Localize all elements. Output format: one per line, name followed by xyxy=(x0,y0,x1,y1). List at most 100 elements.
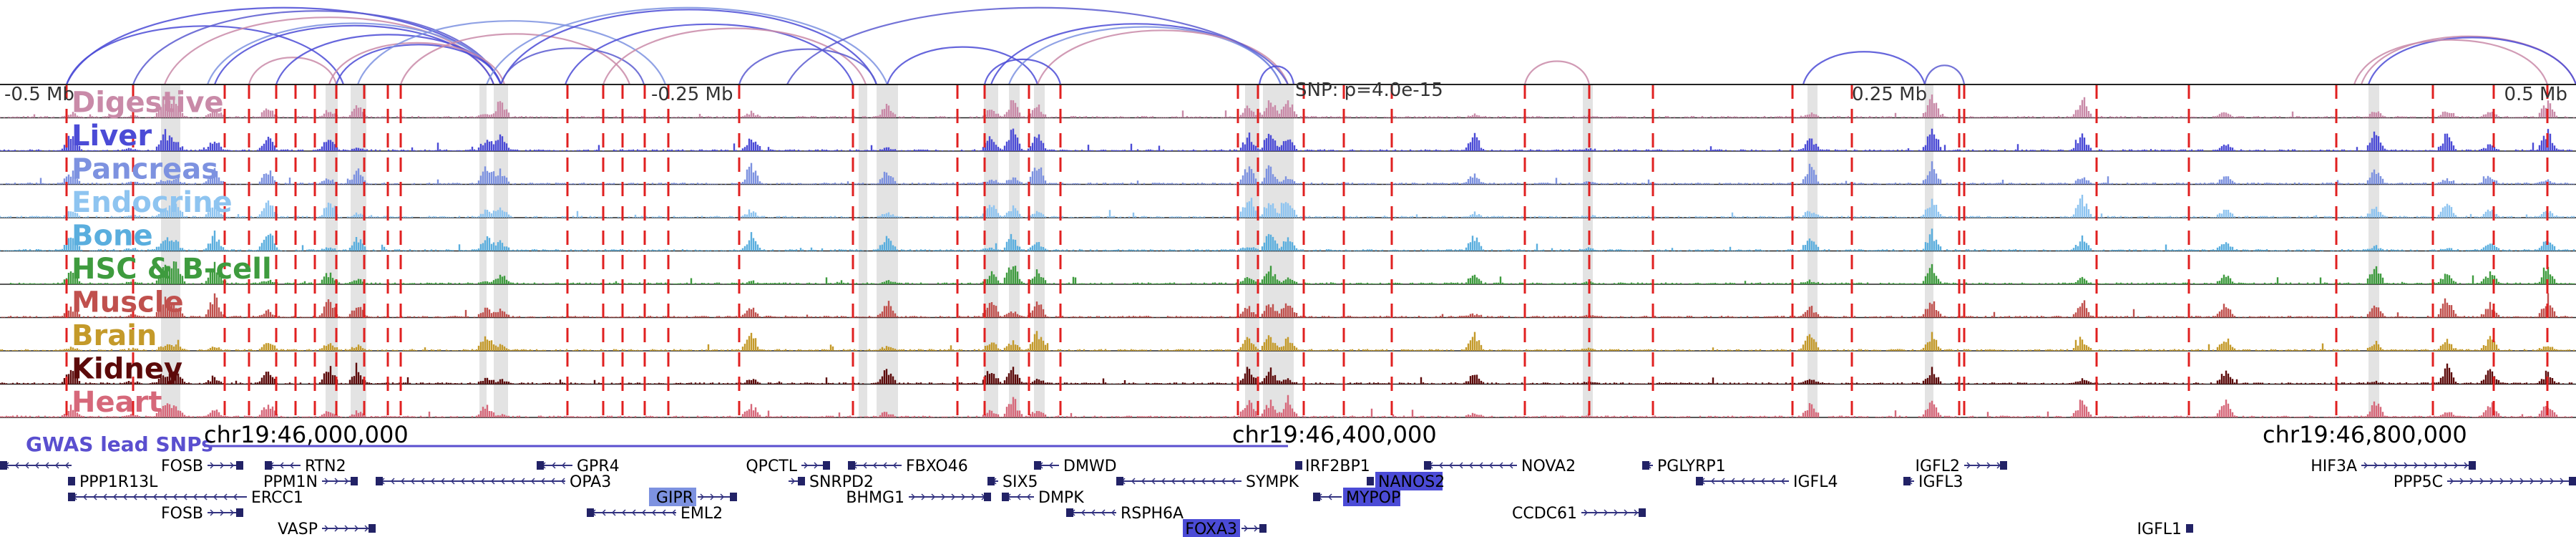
strand-arrow xyxy=(1730,478,1735,485)
gene-label: RSPH6A xyxy=(1121,505,1184,523)
strand-arrow xyxy=(2363,462,2368,469)
gene-label: MYPOP xyxy=(1346,489,1400,507)
strand-arrow xyxy=(1624,509,1629,516)
gene-label: FOSB xyxy=(161,458,203,475)
gene-label: CCDC61 xyxy=(1512,505,1577,523)
strand-arrow xyxy=(1740,478,1745,485)
gene-exon xyxy=(2000,461,2007,470)
gene-label: NOVA2 xyxy=(1521,458,1576,475)
gene-exon xyxy=(1002,493,1009,501)
strand-arrow xyxy=(661,509,666,516)
strand-arrow xyxy=(951,493,956,500)
strand-arrow xyxy=(1244,525,1249,532)
track-label: Kidney xyxy=(72,353,182,386)
strand-arrow xyxy=(64,462,69,469)
strand-arrow xyxy=(14,462,19,469)
gene-label: EML2 xyxy=(680,505,723,523)
ruler-left-label: -0.5 Mb xyxy=(4,84,74,105)
gene-sympk: SYMPK xyxy=(1116,473,1299,491)
signal-peaks xyxy=(0,395,2573,417)
strand-arrow xyxy=(2540,478,2545,485)
gene-exon xyxy=(1034,461,1041,470)
track-liver xyxy=(0,128,2576,152)
strand-arrow xyxy=(220,509,225,516)
loop-arc xyxy=(499,9,878,85)
gene-label: BHMG1 xyxy=(846,489,904,507)
gene-fosb: FOSB xyxy=(161,458,243,475)
gene-ppp5c: PPP5C xyxy=(2394,473,2576,491)
loop-arc xyxy=(132,10,502,85)
strand-arrow xyxy=(1191,478,1196,485)
strand-arrow xyxy=(334,478,339,485)
gene-label: IGFL1 xyxy=(2137,521,2182,537)
strand-arrow xyxy=(1438,462,1443,469)
strand-arrow xyxy=(2509,478,2514,485)
gene-exon xyxy=(68,477,75,485)
gene-exon xyxy=(236,461,243,470)
strand-arrow xyxy=(561,462,566,469)
strand-arrow xyxy=(210,462,215,469)
strand-arrow xyxy=(1181,478,1186,485)
strand-arrow xyxy=(700,493,705,500)
strand-arrow xyxy=(460,478,465,485)
loop-arc xyxy=(983,58,1062,85)
strand-arrow xyxy=(334,525,339,532)
strand-arrow xyxy=(550,478,555,485)
strand-arrow xyxy=(560,478,565,485)
strand-arrow xyxy=(540,478,545,485)
chromatin-loop-arcs xyxy=(65,6,2576,85)
strand-arrow xyxy=(1111,509,1116,516)
gene-label: RTN2 xyxy=(305,458,346,475)
strand-arrow xyxy=(490,478,495,485)
loop-arc xyxy=(356,20,667,85)
gene-qpctl: QPCTL xyxy=(746,458,830,475)
gene-rsph6a: RSPH6A xyxy=(1066,505,1184,523)
strand-arrow xyxy=(2373,462,2379,469)
strand-arrow xyxy=(480,478,485,485)
strand-arrow xyxy=(2519,478,2524,485)
gene-label: GPR4 xyxy=(577,458,620,475)
strand-arrow xyxy=(2424,462,2429,469)
strand-arrow xyxy=(551,462,556,469)
signal-peaks xyxy=(0,195,2575,218)
strand-arrow xyxy=(203,493,208,500)
ruler-right-label: 0.5 Mb xyxy=(2504,84,2567,105)
strand-arrow xyxy=(2479,478,2484,485)
gene-snrpd2: SNRPD2 xyxy=(789,473,874,491)
gene-opa3: OPA3 xyxy=(376,473,611,491)
gene-exon xyxy=(2569,477,2576,485)
gene-ppp1r13l: PPP1R13L xyxy=(68,473,158,491)
loop-arc xyxy=(499,47,645,85)
gene-fosb: FOSB xyxy=(161,505,243,523)
track-muscle xyxy=(0,293,2576,319)
gene-igfl3: IGFL3 xyxy=(1903,473,1963,491)
loop-arc xyxy=(328,42,506,85)
strand-arrow xyxy=(2469,478,2474,485)
gene-bhmg1: BHMG1 xyxy=(846,489,991,507)
gene-label: PGLYRP1 xyxy=(1657,458,1726,475)
gene-exon xyxy=(68,493,75,501)
gene-exon xyxy=(236,508,243,517)
strand-arrow xyxy=(182,493,187,500)
gene-label: IGFL4 xyxy=(1793,473,1838,491)
strand-arrow xyxy=(354,525,359,532)
gene-dmwd: DMWD xyxy=(1034,458,1117,475)
strand-arrow xyxy=(631,509,636,516)
strand-arrow xyxy=(82,493,87,500)
strand-arrow xyxy=(651,509,656,516)
gene-cd3eap: CD3EAP xyxy=(0,461,72,470)
loop-arc xyxy=(1802,51,1926,85)
gene-exon xyxy=(369,524,376,533)
gene-igfl4: IGFL4 xyxy=(1696,473,1838,491)
track-label: Bone xyxy=(72,220,153,253)
strand-arrow xyxy=(92,493,97,500)
strand-arrow xyxy=(1327,493,1332,500)
gene-exon xyxy=(798,477,805,485)
loop-arc xyxy=(485,6,889,85)
strand-arrow xyxy=(279,462,284,469)
strand-arrow xyxy=(804,462,809,469)
gene-exon xyxy=(587,508,594,517)
track-label: Pancreas xyxy=(72,153,218,186)
signal-peaks xyxy=(1,293,2573,318)
